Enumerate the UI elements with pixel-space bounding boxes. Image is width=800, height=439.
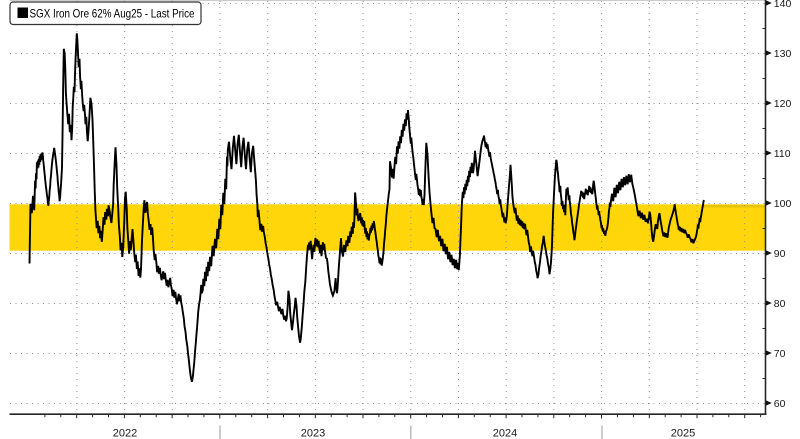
svg-text:SGX Iron Ore 62% Aug25 - Last: SGX Iron Ore 62% Aug25 - Last Price — [30, 7, 195, 21]
svg-text:110: 110 — [774, 148, 791, 160]
svg-text:2025: 2025 — [671, 428, 695, 439]
svg-text:2024: 2024 — [493, 428, 517, 439]
svg-text:80: 80 — [774, 298, 786, 310]
svg-text:140: 140 — [774, 0, 792, 10]
svg-text:90: 90 — [774, 248, 786, 260]
svg-text:2022: 2022 — [113, 428, 137, 439]
svg-text:100: 100 — [774, 198, 792, 210]
svg-text:130: 130 — [774, 48, 792, 60]
svg-text:120: 120 — [774, 98, 792, 110]
svg-text:2023: 2023 — [301, 428, 325, 439]
svg-text:70: 70 — [774, 348, 786, 360]
svg-text:60: 60 — [774, 398, 786, 410]
